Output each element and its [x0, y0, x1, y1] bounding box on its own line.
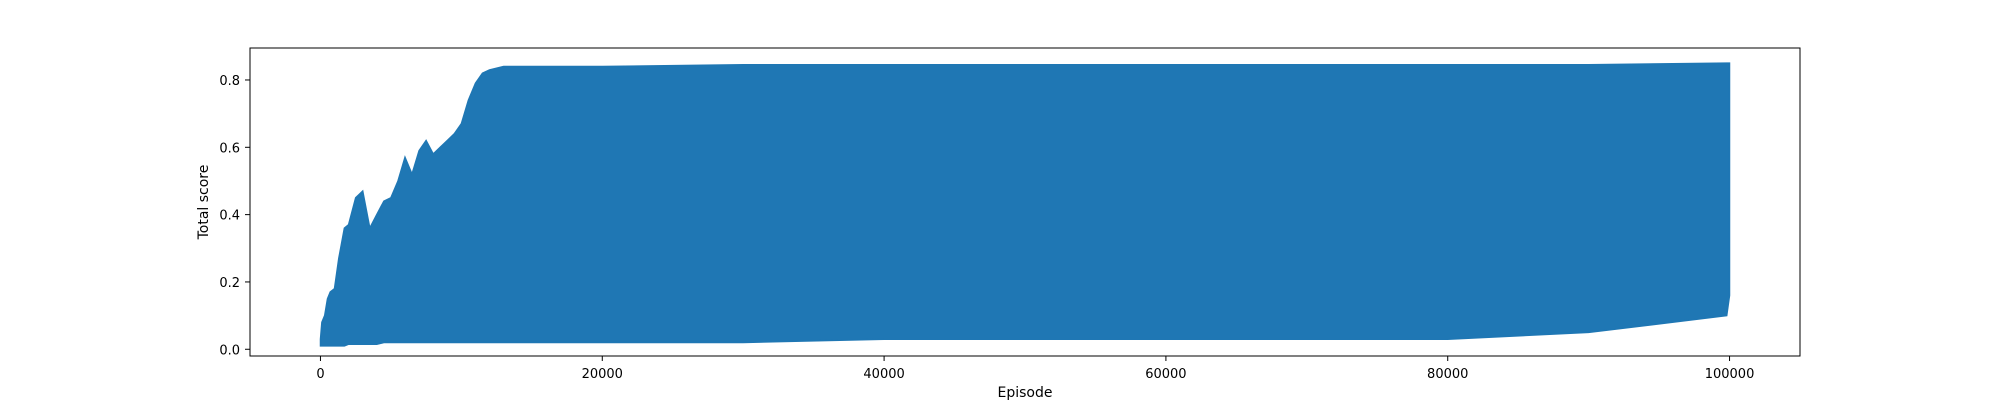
x-tick-label: 40000 [863, 367, 904, 382]
x-axis-ticks: 0 20000 40000 60000 80000 100000 [316, 356, 1754, 382]
x-tick-label: 80000 [1427, 367, 1468, 382]
y-tick-label: 0.2 [219, 276, 240, 291]
x-tick-label: 20000 [582, 367, 623, 382]
y-tick-label: 0.6 [219, 141, 240, 156]
y-axis-label: Total score [196, 165, 212, 241]
series-line [319, 62, 1731, 347]
x-axis-label: Episode [998, 385, 1053, 400]
y-axis-ticks: 0.0 0.2 0.4 0.6 0.8 [219, 74, 250, 358]
series-layer [319, 62, 1731, 347]
x-tick-label: 100000 [1705, 367, 1755, 382]
x-tick-label: 60000 [1145, 367, 1186, 382]
y-tick-label: 0.8 [219, 74, 240, 89]
plot-frame [249, 47, 1801, 357]
x-tick-label: 0 [316, 367, 324, 382]
y-tick-label: 0.0 [219, 343, 240, 358]
y-tick-label: 0.4 [219, 209, 240, 224]
